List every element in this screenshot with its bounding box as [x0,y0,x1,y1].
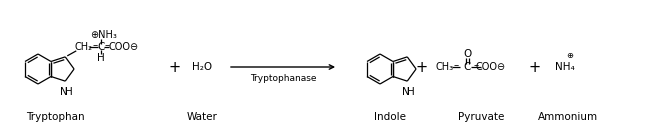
Text: +: + [416,59,428,75]
Text: +: + [529,59,541,75]
Text: CH₂: CH₂ [74,42,92,52]
Text: N: N [60,87,68,97]
Text: Ammonium: Ammonium [538,112,598,122]
Text: NH₄: NH₄ [555,62,575,72]
Text: H: H [65,87,73,97]
Text: CH₃: CH₃ [436,62,454,72]
Text: ⊕: ⊕ [566,50,574,59]
Text: –: – [474,61,479,71]
Text: ⊕NH₃: ⊕NH₃ [90,30,117,40]
Text: Tryptophanase: Tryptophanase [250,74,316,83]
Text: Pyruvate: Pyruvate [458,112,504,122]
Text: COO⊖: COO⊖ [108,42,138,52]
Text: H: H [407,87,415,97]
Text: +: + [169,59,181,75]
Text: C: C [464,62,471,72]
Text: Tryptophan: Tryptophan [25,112,84,122]
Text: H: H [98,53,105,63]
Text: H₂O: H₂O [192,62,212,72]
Text: C: C [98,42,105,52]
Text: Indole: Indole [374,112,406,122]
Text: –: – [93,40,98,50]
Text: COO⊖: COO⊖ [476,62,506,72]
Text: Water: Water [186,112,218,122]
Text: O: O [463,49,471,59]
Text: –: – [105,40,110,50]
Text: N: N [402,87,410,97]
Text: –: – [454,61,459,71]
